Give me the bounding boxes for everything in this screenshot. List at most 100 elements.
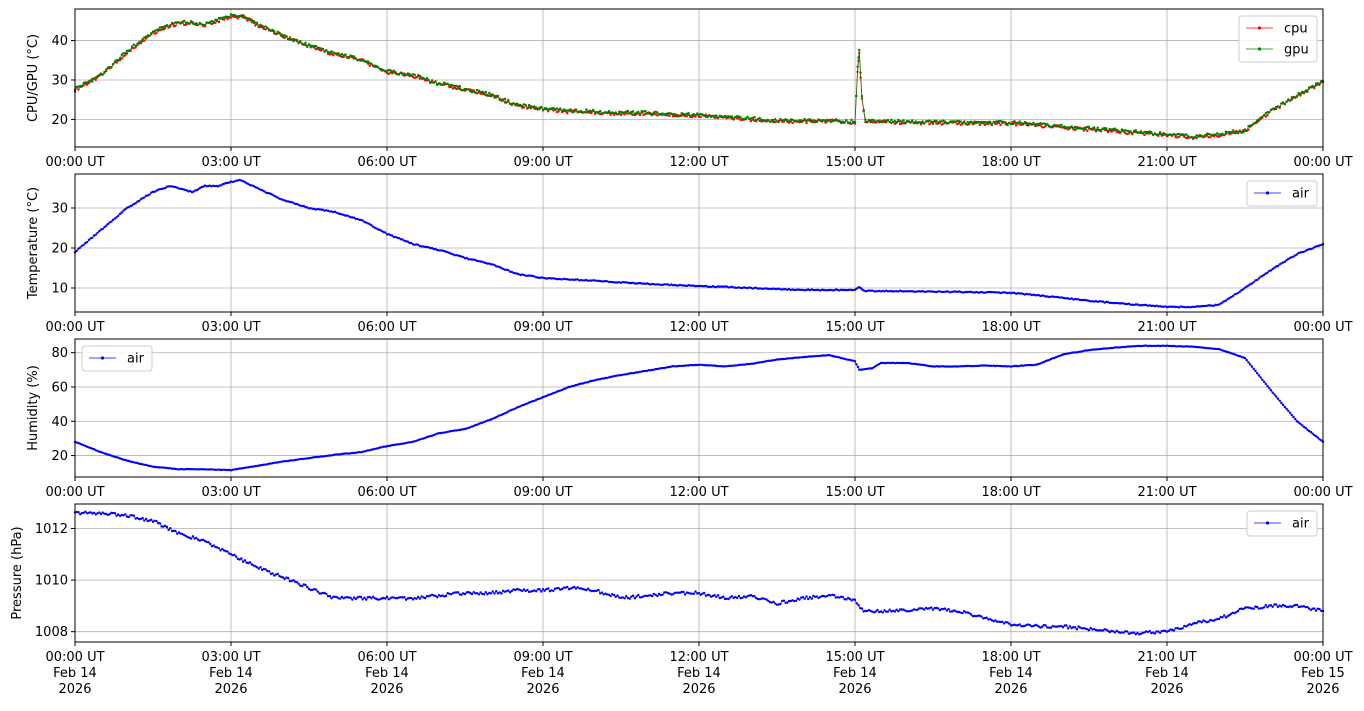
data-point [1082,129,1086,132]
data-point [735,117,739,120]
y-tick-label: 40 [51,415,68,430]
data-point [893,290,897,293]
legend-label: air [127,352,145,367]
data-point [370,597,373,600]
data-point [1177,135,1181,138]
data-point [548,277,552,280]
data-point [553,391,557,394]
data-point [127,49,130,53]
data-point [917,121,921,124]
data-point [1094,128,1098,132]
data-point [1169,344,1172,348]
data-point [293,202,297,206]
data-point [923,122,926,125]
data-point [501,267,505,271]
data-point [820,354,824,357]
data-point [1224,350,1228,353]
data-point [923,290,926,293]
x-tick-label-line: Feb 15 [1301,666,1345,681]
data-point [690,592,694,595]
data-point [1240,289,1243,292]
x-tick-label-line: 09:00 UT [513,155,572,170]
data-point [746,115,749,119]
data-point [491,93,494,96]
data-point [859,286,862,290]
data-point [642,113,645,117]
data-point [252,465,255,468]
data-point [621,596,624,599]
data-point [798,121,801,124]
data-point [592,279,595,282]
data-point [169,527,172,530]
data-point [417,595,420,599]
data-point [1235,353,1238,357]
data-point [822,354,825,357]
data-point [1141,132,1144,135]
data-point [956,119,959,123]
data-point [661,366,664,370]
data-point [429,434,432,438]
data-point [1254,369,1257,373]
data-point [725,115,728,118]
data-point [158,466,162,469]
data-point [522,403,526,407]
data-point [930,606,933,609]
data-point [864,367,867,371]
data-point [302,43,305,47]
data-point [592,589,595,593]
data-point [1075,628,1079,631]
data-point [309,588,312,592]
data-point [729,596,732,599]
data-point [904,290,907,293]
data-point [349,596,352,599]
data-point [949,120,952,123]
data-point [611,111,614,114]
data-point [217,20,221,24]
data-point [351,598,354,601]
data-point [671,365,675,368]
x-tick-label-line: 2026 [1150,682,1183,697]
data-point [1162,344,1165,347]
data-point [247,182,250,186]
data-point [633,597,637,600]
data-point [1309,430,1313,434]
data-point [943,365,947,368]
data-point [548,107,552,111]
data-point [1016,365,1020,368]
data-point [1065,624,1068,627]
data-point [1136,131,1139,134]
data-point [1131,345,1134,348]
data-point [449,83,453,87]
data-point [1264,115,1268,118]
data-point [1205,134,1209,137]
data-point [856,365,860,369]
data-point [735,364,739,367]
data-point [559,107,562,110]
data-point [163,466,167,469]
data-point [774,602,777,605]
data-point [574,278,578,281]
data-point [115,61,118,64]
data-point [264,568,267,571]
data-point [1131,132,1134,135]
data-point [741,286,744,290]
data-point [1320,439,1323,442]
data-point [382,230,385,234]
data-point [1011,624,1014,627]
data-point [893,610,897,613]
data-point [345,56,349,59]
data-point [172,22,175,25]
data-point [252,20,255,23]
data-point [553,587,557,590]
data-point [569,385,572,388]
data-point [453,591,456,594]
data-point [217,17,221,20]
data-point [1294,96,1297,99]
data-point [573,585,576,589]
data-point [314,455,318,459]
data-point [158,26,162,29]
data-point [387,598,390,601]
data-point [417,243,420,246]
data-point [189,20,193,23]
